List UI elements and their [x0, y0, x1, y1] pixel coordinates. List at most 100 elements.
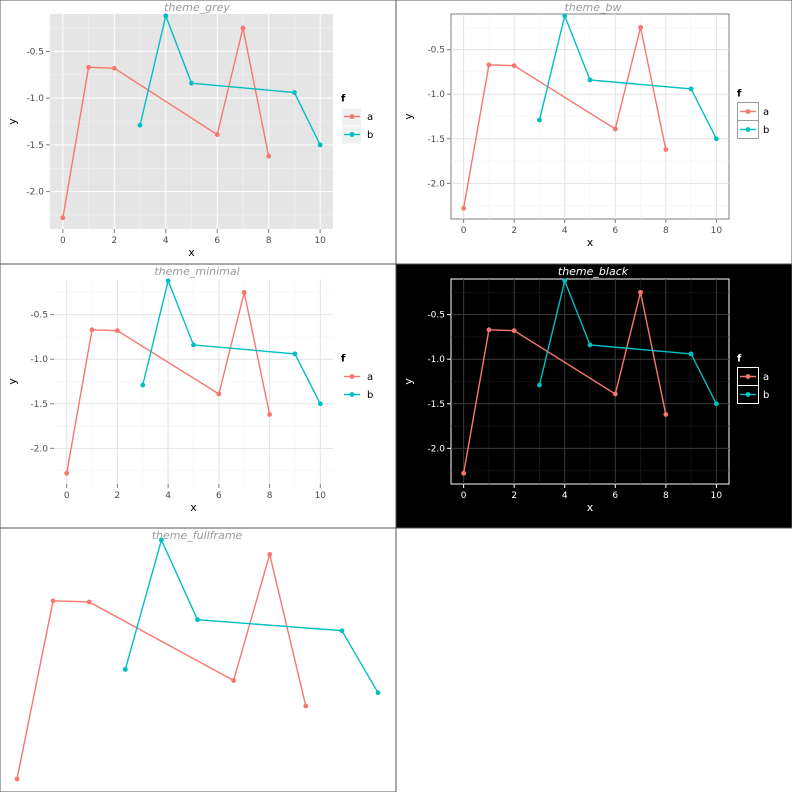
legend-point: [745, 127, 751, 132]
x-tick-label: 2: [115, 491, 121, 501]
legend-point: [745, 374, 751, 379]
data-point-a: [461, 470, 467, 476]
y-tick-label: -1.5: [427, 135, 445, 145]
y-tick-label: -2.0: [427, 444, 445, 454]
legend-point: [745, 392, 751, 397]
legend-label: b: [367, 130, 373, 141]
data-point-b: [537, 382, 542, 388]
y-tick-label: -1.5: [427, 400, 445, 410]
y-tick-label: -1.0: [26, 94, 44, 104]
series-line-a: [65, 292, 271, 474]
data-point-a: [486, 62, 492, 68]
data-point-a: [511, 328, 517, 334]
data-point-b: [339, 628, 345, 634]
x-axis-label: x: [587, 236, 594, 249]
x-tick-label: 6: [612, 226, 618, 236]
legend-point: [349, 392, 355, 397]
data-point-a: [511, 63, 517, 69]
data-point-b: [713, 401, 719, 407]
x-tick-label: 4: [165, 491, 171, 501]
legend-label: b: [763, 390, 769, 401]
data-point-b: [137, 122, 143, 128]
data-point-b: [195, 617, 200, 623]
data-point-b: [165, 278, 171, 284]
legend-point: [349, 132, 355, 137]
legend-title: f: [737, 354, 742, 365]
data-point-a: [214, 132, 220, 137]
data-point-b: [688, 86, 694, 92]
chart-panel-theme-bw: 0 2 4 6 8 10 -2.0 -1.5 -1.0 -0.5 x y theme_bwf ab: [395, 0, 792, 265]
data-point-a: [461, 205, 467, 211]
legend-label: b: [367, 390, 373, 401]
legend-key-b: b: [342, 126, 373, 144]
y-axis-label: y: [402, 113, 415, 120]
data-point-b: [163, 13, 169, 19]
y-axis-label: y: [402, 378, 415, 385]
legend-title: f: [341, 354, 346, 365]
series-line-a: [462, 292, 667, 474]
data-point-b: [292, 90, 297, 95]
chart-title: theme_grey: [164, 1, 230, 14]
data-point-b: [713, 136, 719, 142]
data-point-a: [86, 599, 92, 605]
legend-label: a: [367, 112, 373, 123]
x-tick-label: 8: [663, 226, 669, 236]
x-axis-label: x: [188, 246, 195, 259]
x-tick-label: 10: [711, 226, 723, 236]
y-tick-label: -1.5: [30, 400, 48, 410]
data-point-b: [189, 80, 194, 86]
legend-key-a: a: [740, 372, 769, 383]
data-point-a: [111, 65, 117, 71]
data-point-b: [122, 667, 128, 672]
x-tick-label: 8: [266, 236, 272, 246]
data-point-b: [587, 77, 593, 83]
data-point-a: [266, 153, 272, 159]
chart-title: theme_black: [558, 265, 629, 278]
x-tick-label: 0: [60, 236, 66, 246]
data-point-a: [60, 215, 66, 221]
data-point-a: [86, 64, 91, 70]
chart-title: theme_fullframe: [152, 529, 243, 542]
x-tick-label: 6: [612, 491, 618, 501]
y-tick-label: -1.5: [26, 141, 44, 151]
series-line-a: [62, 27, 270, 218]
y-tick-label: -1.0: [427, 355, 445, 365]
data-point-a: [267, 412, 272, 417]
data-point-a: [267, 551, 273, 557]
y-tick-label: -0.5: [30, 311, 48, 321]
data-point-a: [115, 328, 120, 334]
data-point-a: [231, 678, 237, 683]
y-tick-label: -0.5: [427, 46, 445, 56]
y-tick-label: -0.5: [26, 47, 44, 57]
data-point-b: [140, 382, 146, 388]
y-tick-label: -2.0: [30, 444, 48, 454]
legend-label: a: [763, 372, 769, 383]
data-point-b: [562, 13, 568, 19]
x-tick-label: 4: [163, 236, 169, 246]
y-tick-label: -1.0: [30, 355, 48, 365]
x-tick-label: 0: [461, 226, 467, 236]
data-point-b: [688, 351, 694, 357]
data-point-b: [562, 278, 568, 284]
data-point-a: [638, 289, 643, 295]
data-point-a: [241, 289, 247, 295]
y-tick-label: -0.5: [427, 311, 445, 321]
legend-point: [349, 374, 355, 379]
x-tick-label: 4: [562, 226, 568, 236]
chart-panel-theme-fullframe: theme_fullframe: [0, 527, 397, 793]
data-point-a: [89, 327, 95, 333]
series-line-a: [462, 27, 667, 209]
legend-label: b: [763, 125, 769, 136]
x-tick-label: 8: [267, 491, 273, 501]
data-point-a: [64, 470, 70, 476]
x-tick-label: 6: [216, 491, 222, 501]
x-tick-label: 8: [663, 491, 669, 501]
legend-key-b: b: [740, 390, 769, 401]
data-point-b: [159, 537, 164, 543]
x-axis-label: x: [587, 501, 594, 514]
